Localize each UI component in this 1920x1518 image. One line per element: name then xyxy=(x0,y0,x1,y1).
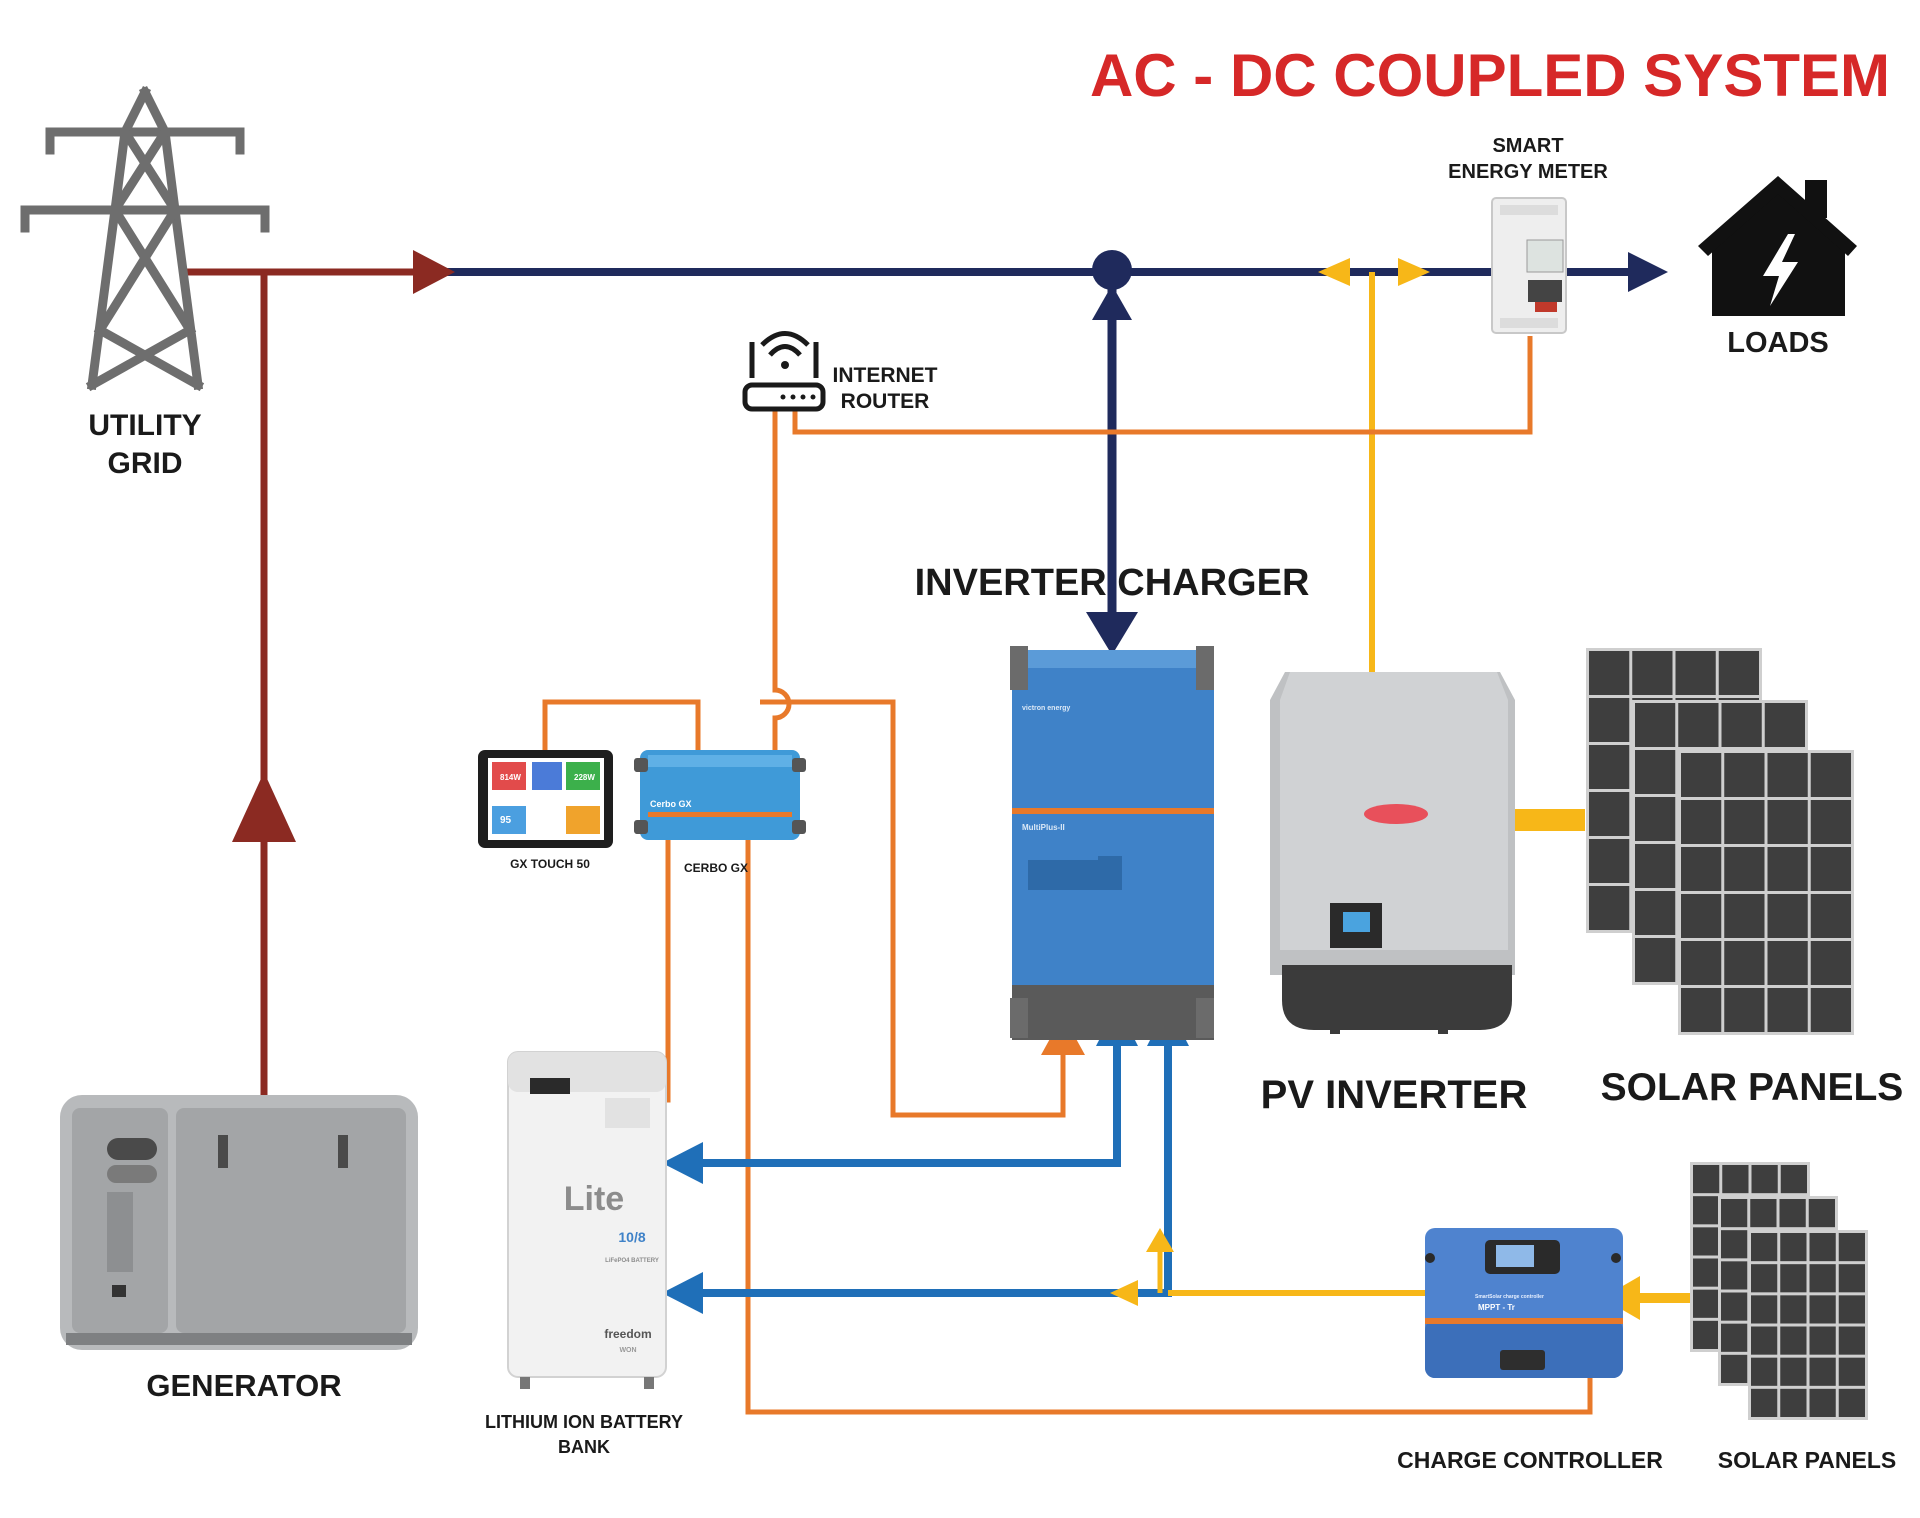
solar-panel-large-3 xyxy=(1678,750,1854,1035)
solar-panels-large-label: SOLAR PANELS xyxy=(1601,1066,1904,1109)
battery-model: 10/8 xyxy=(618,1229,645,1245)
gx-value-3: 95 xyxy=(500,815,512,826)
inverter-arrow-up xyxy=(1092,285,1132,320)
cerbo-name: Cerbo GX xyxy=(650,799,692,809)
gx-value-2: 228W xyxy=(574,773,595,782)
router-label-1: INTERNET xyxy=(833,364,938,387)
generator-arrow xyxy=(232,772,296,842)
battery-arrow-2 xyxy=(662,1272,703,1314)
house-icon xyxy=(1698,176,1857,316)
pv-inverter-device xyxy=(1270,672,1515,1034)
battery-brand: Lite xyxy=(564,1180,624,1218)
dc-line-1 xyxy=(695,1040,1121,1167)
generator-icon xyxy=(60,1095,418,1350)
solar-panel-array-small xyxy=(1690,1162,1868,1420)
wiring xyxy=(182,268,1690,1415)
meter-label-2: ENERGY METER xyxy=(1448,161,1608,183)
meter-comm-line xyxy=(792,336,1533,435)
battery-maker: freedom xyxy=(604,1327,651,1341)
meter-label-1: SMART xyxy=(1492,135,1563,157)
inverter-charger-label: INVERTER CHARGER xyxy=(915,562,1310,604)
battery-label-2: BANK xyxy=(558,1437,610,1457)
grid-arrow xyxy=(413,250,455,294)
pv-arrow-left xyxy=(1318,258,1350,286)
energy-meter-icon xyxy=(1491,197,1567,334)
solar-panel-small-3 xyxy=(1748,1230,1868,1420)
inverter-model: MultiPlus-II xyxy=(1022,823,1065,832)
inverter-charger-device xyxy=(1010,646,1214,1040)
router-icon xyxy=(742,331,826,412)
loads-arrow xyxy=(1628,252,1668,292)
controller-model: MPPT - Tr xyxy=(1478,1303,1515,1312)
gx-cerbo-line xyxy=(542,699,701,755)
battery-chem: LiFePO4 BATTERY xyxy=(605,1258,659,1264)
battery-label-1: LITHIUM ION BATTERY xyxy=(485,1412,683,1432)
solar-panel-array-large xyxy=(1586,648,1854,1035)
power-tower-icon xyxy=(20,85,270,392)
mppt-arrow-left xyxy=(1110,1280,1138,1306)
charge-controller-device xyxy=(1425,1228,1623,1378)
gx-touch-label: GX TOUCH 50 xyxy=(510,857,590,871)
cerbo-mppt-line xyxy=(745,840,1593,1415)
battery-maker-2: WON xyxy=(619,1347,636,1354)
generator-label: GENERATOR xyxy=(146,1368,341,1403)
controller-subtitle: SmartSolar charge controller xyxy=(1475,1294,1544,1300)
ac-junction xyxy=(1092,250,1132,290)
gx-touch-device xyxy=(478,750,613,848)
gx-value-1: 814W xyxy=(500,773,521,782)
cerbo-inverter-line xyxy=(760,699,1066,1118)
cerbo-gx-label: CERBO GX xyxy=(684,861,748,875)
router-cerbo-line xyxy=(772,410,792,750)
battery-bank-device xyxy=(507,1051,667,1389)
inverter-arrow-down xyxy=(1086,612,1138,655)
pv-arrow-right xyxy=(1398,258,1430,286)
solar-panels-small-label: SOLAR PANELS xyxy=(1718,1447,1896,1473)
utility-grid-label-2: GRID xyxy=(108,447,183,480)
battery-arrow-1 xyxy=(662,1142,703,1184)
pv-inverter-label: PV INVERTER xyxy=(1261,1073,1528,1117)
utility-grid-label-1: UTILITY xyxy=(88,409,201,442)
charge-controller-label: CHARGE CONTROLLER xyxy=(1397,1447,1663,1473)
inverter-brand: victron energy xyxy=(1022,705,1070,712)
diagram-title: AC - DC COUPLED SYSTEM xyxy=(1090,42,1890,109)
mppt-arrow-up xyxy=(1146,1228,1174,1252)
cerbo-gx-device xyxy=(634,750,806,840)
loads-label: LOADS xyxy=(1727,327,1829,359)
router-label-2: ROUTER xyxy=(841,390,930,413)
